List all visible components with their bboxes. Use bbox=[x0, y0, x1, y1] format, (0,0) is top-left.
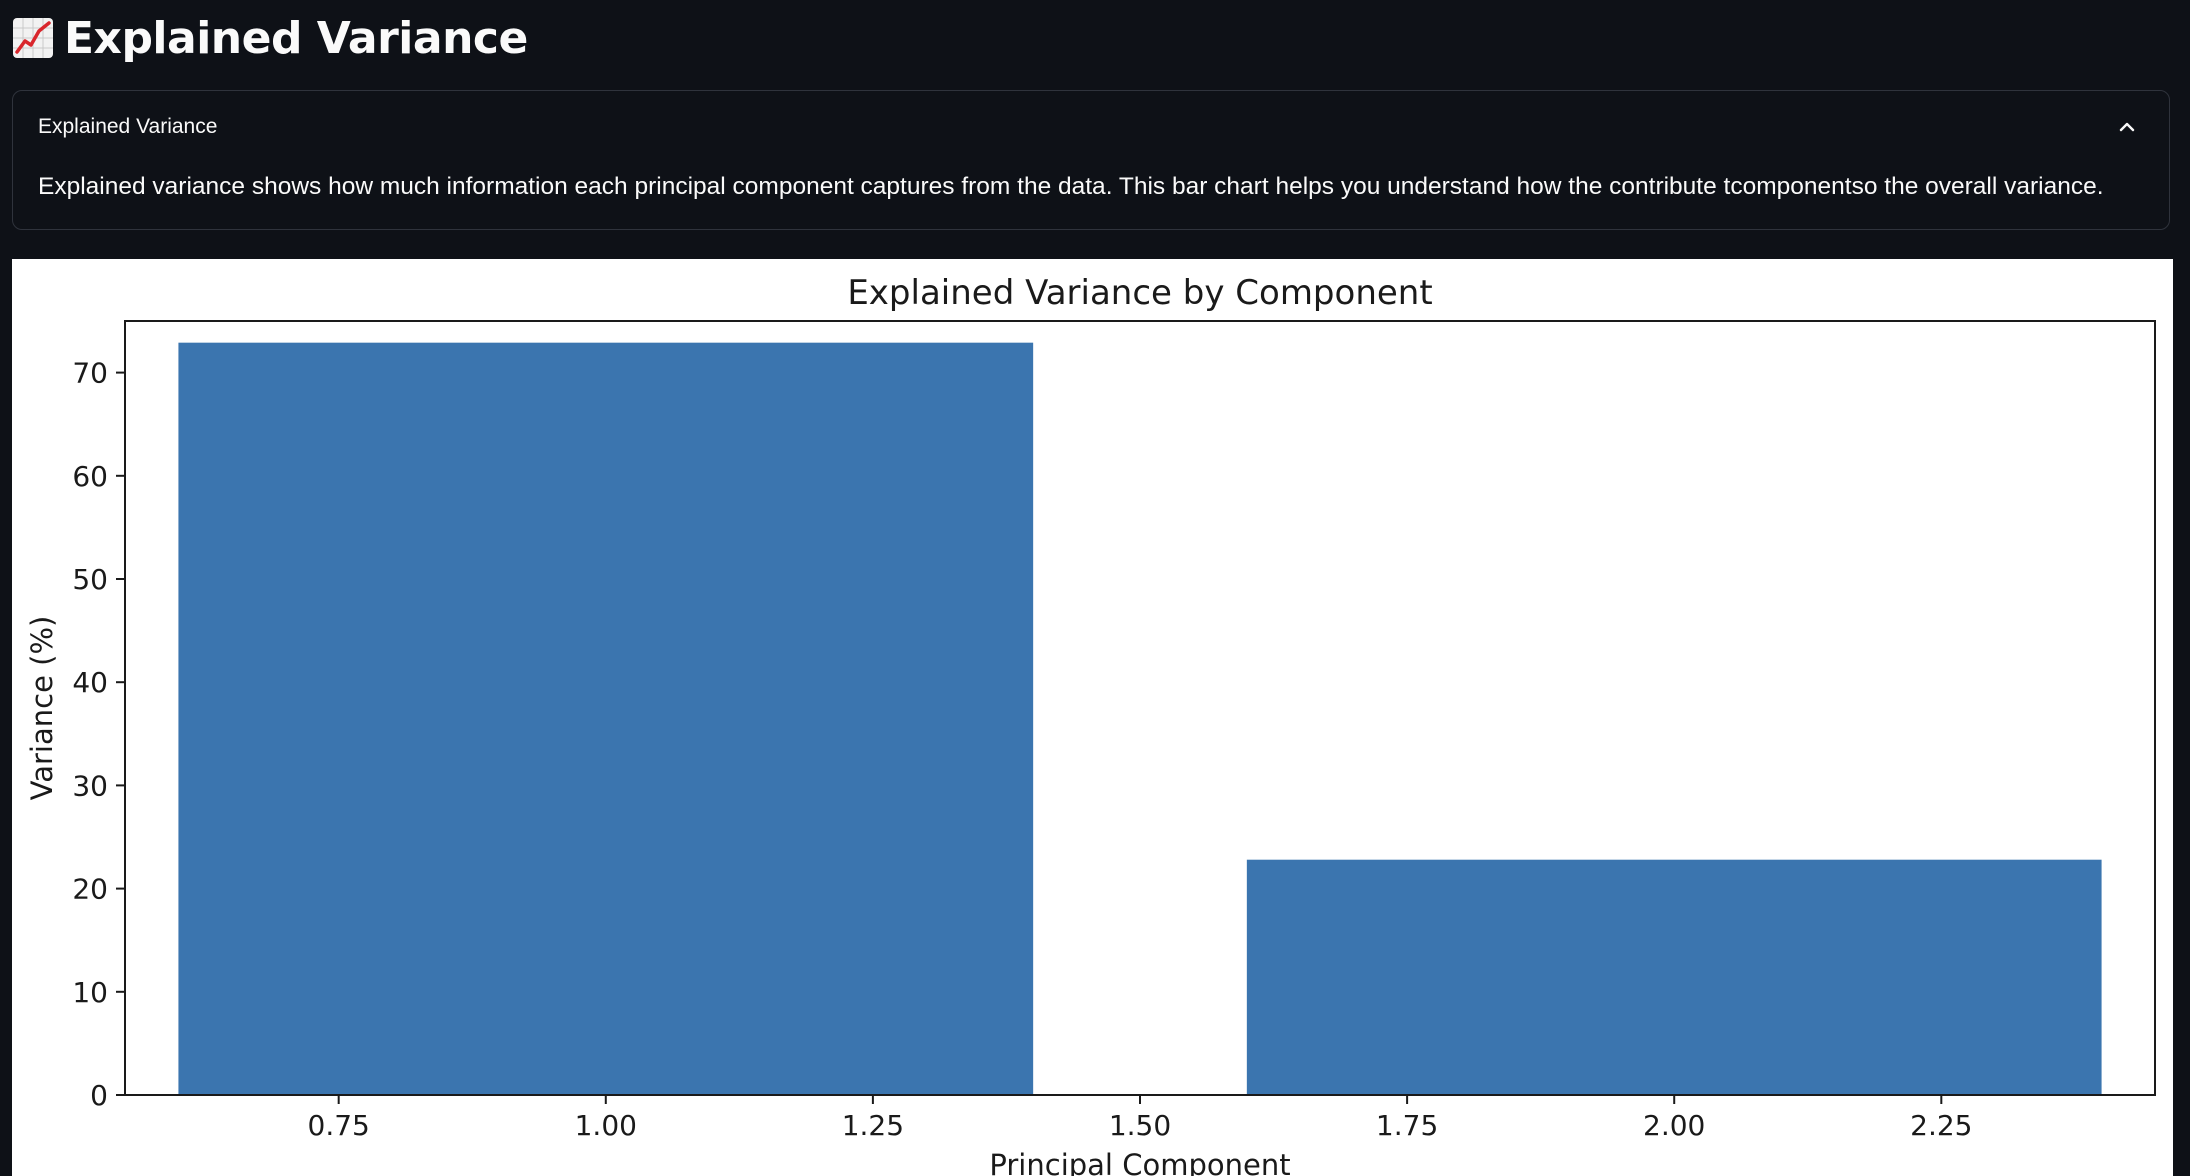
expander-label: Explained Variance bbox=[38, 115, 218, 138]
x-tick-label: 0.75 bbox=[308, 1109, 370, 1142]
y-tick-label: 70 bbox=[72, 357, 108, 390]
x-tick-label: 1.50 bbox=[1109, 1109, 1171, 1142]
x-tick-label: 1.75 bbox=[1376, 1109, 1438, 1142]
y-tick-label: 60 bbox=[72, 460, 108, 493]
page-title: Explained Variance bbox=[64, 12, 528, 64]
bars-group bbox=[178, 342, 2102, 1095]
chart-increasing-icon bbox=[13, 18, 53, 58]
y-tick-label: 10 bbox=[72, 976, 108, 1009]
y-tick-label: 40 bbox=[72, 666, 108, 699]
expander-header[interactable]: Explained Variance bbox=[13, 91, 2169, 165]
plot-frame bbox=[124, 320, 2156, 1096]
x-tick-label: 2.25 bbox=[1910, 1109, 1972, 1142]
bar-component-2 bbox=[1246, 859, 2102, 1095]
y-axis-ticks: 0 10 20 30 40 50 60 70 bbox=[72, 357, 125, 1112]
bar-component-1 bbox=[178, 342, 1034, 1095]
x-tick-label: 2.00 bbox=[1643, 1109, 1705, 1142]
y-tick-label: 30 bbox=[72, 769, 108, 802]
explained-variance-expander: Explained Variance Explained variance sh… bbox=[12, 90, 2170, 230]
x-tick-label: 1.25 bbox=[842, 1109, 904, 1142]
x-axis-ticks: 0.75 1.00 1.25 1.50 1.75 2.00 2.25 bbox=[308, 1095, 1972, 1142]
y-tick-label: 20 bbox=[72, 873, 108, 906]
chevron-up-icon[interactable] bbox=[2115, 115, 2139, 139]
bar-chart: Explained Variance by Component 0.75 1.00… bbox=[25, 273, 2156, 1176]
page-header: Explained Variance bbox=[12, 8, 528, 68]
explained-variance-chart: Explained Variance by Component 0.75 1.00… bbox=[12, 259, 2173, 1176]
x-axis-label: Principal Component bbox=[989, 1148, 1290, 1176]
x-tick-label: 1.00 bbox=[575, 1109, 637, 1142]
expander-description: Explained variance shows how much inform… bbox=[38, 173, 2104, 200]
y-tick-label: 0 bbox=[90, 1079, 108, 1112]
chart-title: Explained Variance by Component bbox=[847, 273, 1432, 313]
y-tick-label: 50 bbox=[72, 563, 108, 596]
y-axis-label: Variance (%) bbox=[25, 616, 59, 801]
